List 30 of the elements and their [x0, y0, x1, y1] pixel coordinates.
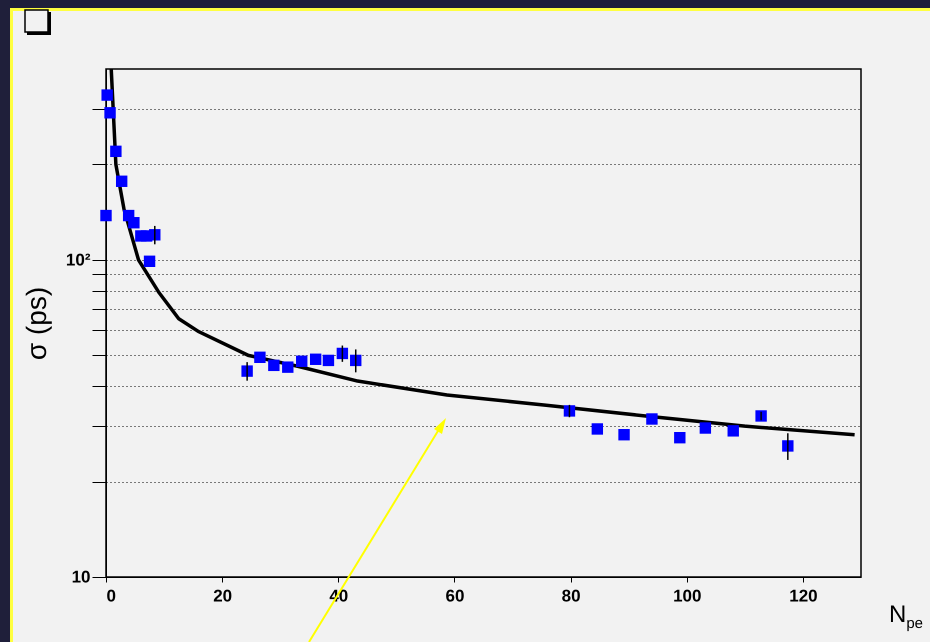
y-axis-title: σ (ps): [20, 286, 52, 360]
x-axis-title: N$_{pe}$: [889, 601, 924, 632]
y-tick-label: 10²: [66, 250, 91, 270]
point: [322, 354, 334, 366]
point: [310, 354, 322, 365]
point: [128, 217, 140, 228]
x-tick-label: 120: [789, 586, 818, 606]
point: [592, 423, 604, 435]
x-tick-label: 0: [106, 586, 116, 606]
x-tick-label: 60: [446, 586, 464, 606]
point: [728, 425, 739, 437]
point: [101, 89, 113, 101]
point: [700, 422, 712, 434]
x-tick-label: 80: [562, 586, 581, 606]
point: [618, 429, 630, 440]
point: [268, 360, 280, 372]
point: [104, 107, 116, 119]
point: [110, 146, 122, 158]
x-tick-label: 100: [673, 586, 702, 606]
point: [674, 432, 686, 444]
x-tick-label: 20: [213, 586, 232, 606]
y-tick-label: 10: [72, 568, 90, 586]
point: [755, 410, 767, 422]
point: [646, 413, 658, 425]
point: [282, 361, 294, 373]
point: [254, 352, 266, 364]
point: [144, 256, 156, 267]
point: [116, 176, 128, 187]
point: [296, 356, 308, 367]
point: [100, 210, 112, 222]
